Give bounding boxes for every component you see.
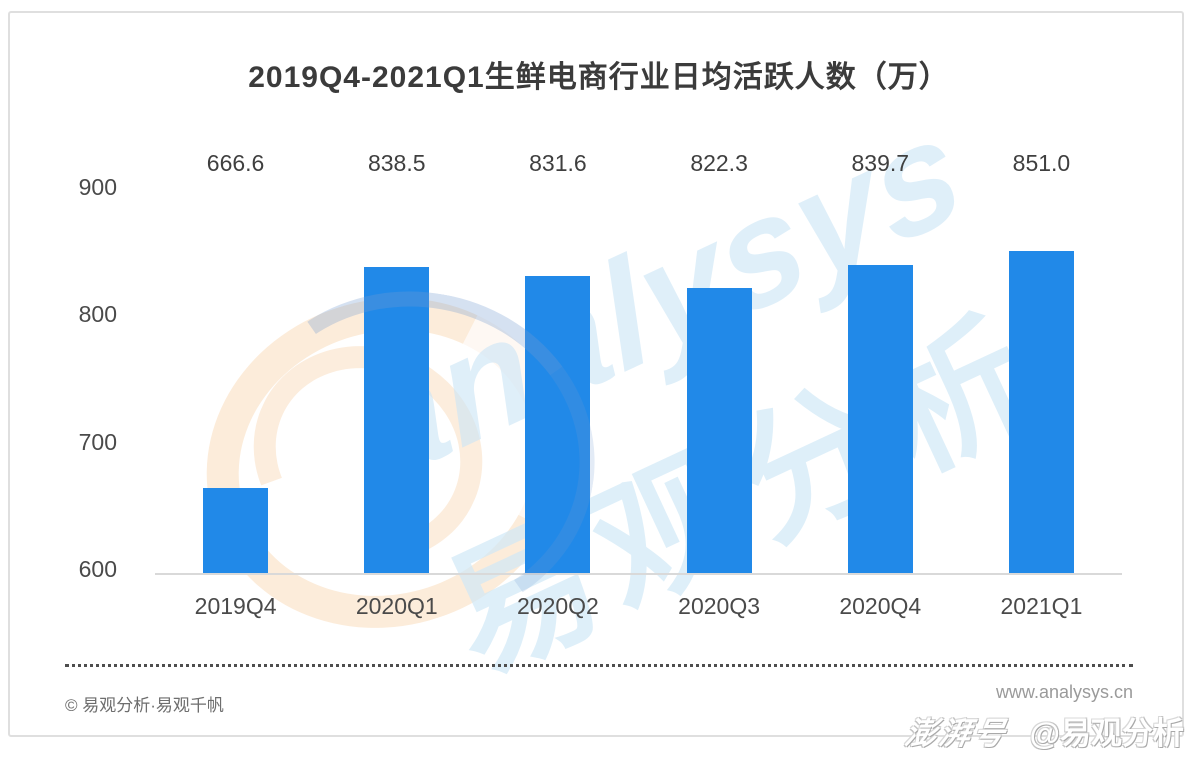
- y-tick-900: 900: [78, 174, 117, 200]
- y-tick-600: 600: [78, 556, 117, 582]
- bar-slot: 831.6: [477, 150, 638, 573]
- bar-value-label: 838.5: [367, 150, 426, 176]
- bar-slot: 822.3: [639, 150, 800, 573]
- y-tick-800: 800: [78, 301, 117, 327]
- x-tick-2019q4: 2019Q4: [194, 593, 277, 619]
- bar: 831.6: [525, 150, 591, 573]
- x-tick-2020q4: 2020Q4: [839, 593, 922, 619]
- bar-slot: 839.7: [800, 150, 961, 573]
- chart-title: 2019Q4-2021Q1生鲜电商行业日均活跃人数（万）: [248, 61, 950, 94]
- x-tick-2021q1: 2021Q1: [1000, 593, 1083, 619]
- copyright-text: © 易观分析·易观千帆: [65, 696, 224, 715]
- bar: 838.5: [364, 150, 430, 573]
- pengpai-account: @易观分析: [1029, 716, 1184, 751]
- bar-slot: 851.0: [961, 150, 1122, 573]
- bar-value-label: 666.6: [206, 150, 265, 176]
- bar-value-label: 831.6: [529, 150, 587, 176]
- bar-value-label: 851.0: [1012, 150, 1071, 176]
- bar-value-label: 839.7: [851, 150, 910, 176]
- pengpai-badge: 澎湃号 @易观分析: [902, 708, 1184, 753]
- x-axis-labels: 2019Q4 2020Q1 2020Q2 2020Q3 2020Q4 2021Q…: [155, 593, 1122, 620]
- bar-slot: 666.6: [155, 150, 316, 573]
- bar: 822.3: [686, 150, 752, 573]
- bar-slot: 838.5: [316, 150, 477, 573]
- pengpai-logo: 澎湃号: [902, 716, 1011, 751]
- plot-area: 666.6 838.5 831.6 822.3 839.7 851.0: [155, 150, 1122, 575]
- website-text: www.analysys.cn: [995, 682, 1133, 702]
- x-tick-2020q3: 2020Q3: [678, 593, 761, 619]
- bar: 839.7: [847, 150, 913, 573]
- bar-value-label: 822.3: [690, 150, 748, 176]
- chart-card-border: [8, 11, 1184, 737]
- bar: 851.0: [1008, 150, 1074, 573]
- x-tick-2020q1: 2020Q1: [355, 593, 438, 619]
- y-tick-700: 700: [78, 429, 117, 455]
- dotted-divider: [65, 664, 1133, 667]
- bar: 666.6: [203, 150, 269, 573]
- x-tick-2020q2: 2020Q2: [517, 593, 599, 619]
